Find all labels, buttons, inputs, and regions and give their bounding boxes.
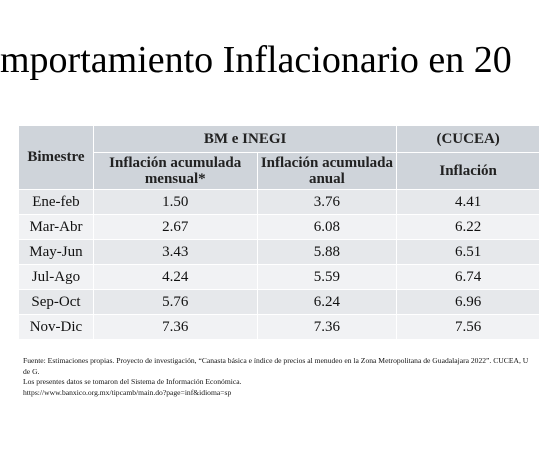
header-cell: (CUCEA) (396, 125, 540, 153)
value-cell: 6.74 (396, 264, 540, 290)
value-cell: 7.36 (92, 314, 258, 340)
period-cell: Ene-feb (18, 189, 94, 215)
value-cell: 4.24 (92, 264, 258, 290)
value-cell: 6.22 (396, 214, 540, 240)
table-row: May-Jun 3.43 5.88 6.51 (18, 239, 540, 265)
header-cell: Inflación acumulada anual (256, 152, 398, 190)
slide-title: mportamiento Inflacionario en 20 (0, 39, 512, 81)
header-row: Bimestre BM e INEGI (CUCEA) (18, 125, 540, 190)
inflation-table: Bimestre BM e INEGI (CUCEA) Inflación ac… (18, 125, 540, 340)
footnotes: Fuente: Estimaciones propias. Proyecto d… (23, 356, 533, 398)
value-cell: 6.24 (256, 289, 398, 315)
period-cell: Mar-Abr (18, 214, 94, 240)
value-cell: 3.76 (256, 189, 398, 215)
value-cell: 1.50 (92, 189, 258, 215)
period-cell: Nov-Dic (18, 314, 94, 340)
header-cell: Bimestre (18, 125, 94, 190)
footnote: https://www.banxico.org.mx/tipcamb/main.… (23, 387, 232, 397)
footnote: Fuente: Estimaciones propias. Proyecto d… (23, 356, 529, 376)
value-cell: 5.88 (256, 239, 398, 265)
period-cell: May-Jun (18, 239, 94, 265)
table-row: Jul-Ago 4.24 5.59 6.74 (18, 264, 540, 290)
value-cell: 7.56 (396, 314, 540, 340)
value-cell: 7.36 (256, 314, 398, 340)
value-cell: 6.08 (256, 214, 398, 240)
value-cell: 5.76 (92, 289, 258, 315)
header-cell: Inflación (396, 152, 540, 190)
value-cell: 6.51 (396, 239, 540, 265)
value-cell: 5.59 (256, 264, 398, 290)
subheader-row: Inflación acumulada mensual* Inflación a… (19, 152, 540, 190)
table-row: Ene-feb 1.50 3.76 4.41 (18, 189, 540, 215)
period-cell: Sep-Oct (18, 289, 94, 315)
value-cell: 3.43 (92, 239, 258, 265)
header-cell: BM e INEGI (92, 125, 398, 153)
value-cell: 4.41 (396, 189, 540, 215)
header-cell: Inflación acumulada mensual* (92, 152, 258, 190)
period-cell: Jul-Ago (18, 264, 94, 290)
table-row: Mar-Abr 2.67 6.08 6.22 (18, 214, 540, 240)
value-cell: 6.96 (396, 289, 540, 315)
footnote: Los presentes datos se tomaron del Siste… (23, 377, 242, 386)
table-row: Nov-Dic 7.36 7.36 7.56 (18, 314, 540, 340)
value-cell: 2.67 (92, 214, 258, 240)
table-row: Sep-Oct 5.76 6.24 6.96 (18, 289, 540, 315)
